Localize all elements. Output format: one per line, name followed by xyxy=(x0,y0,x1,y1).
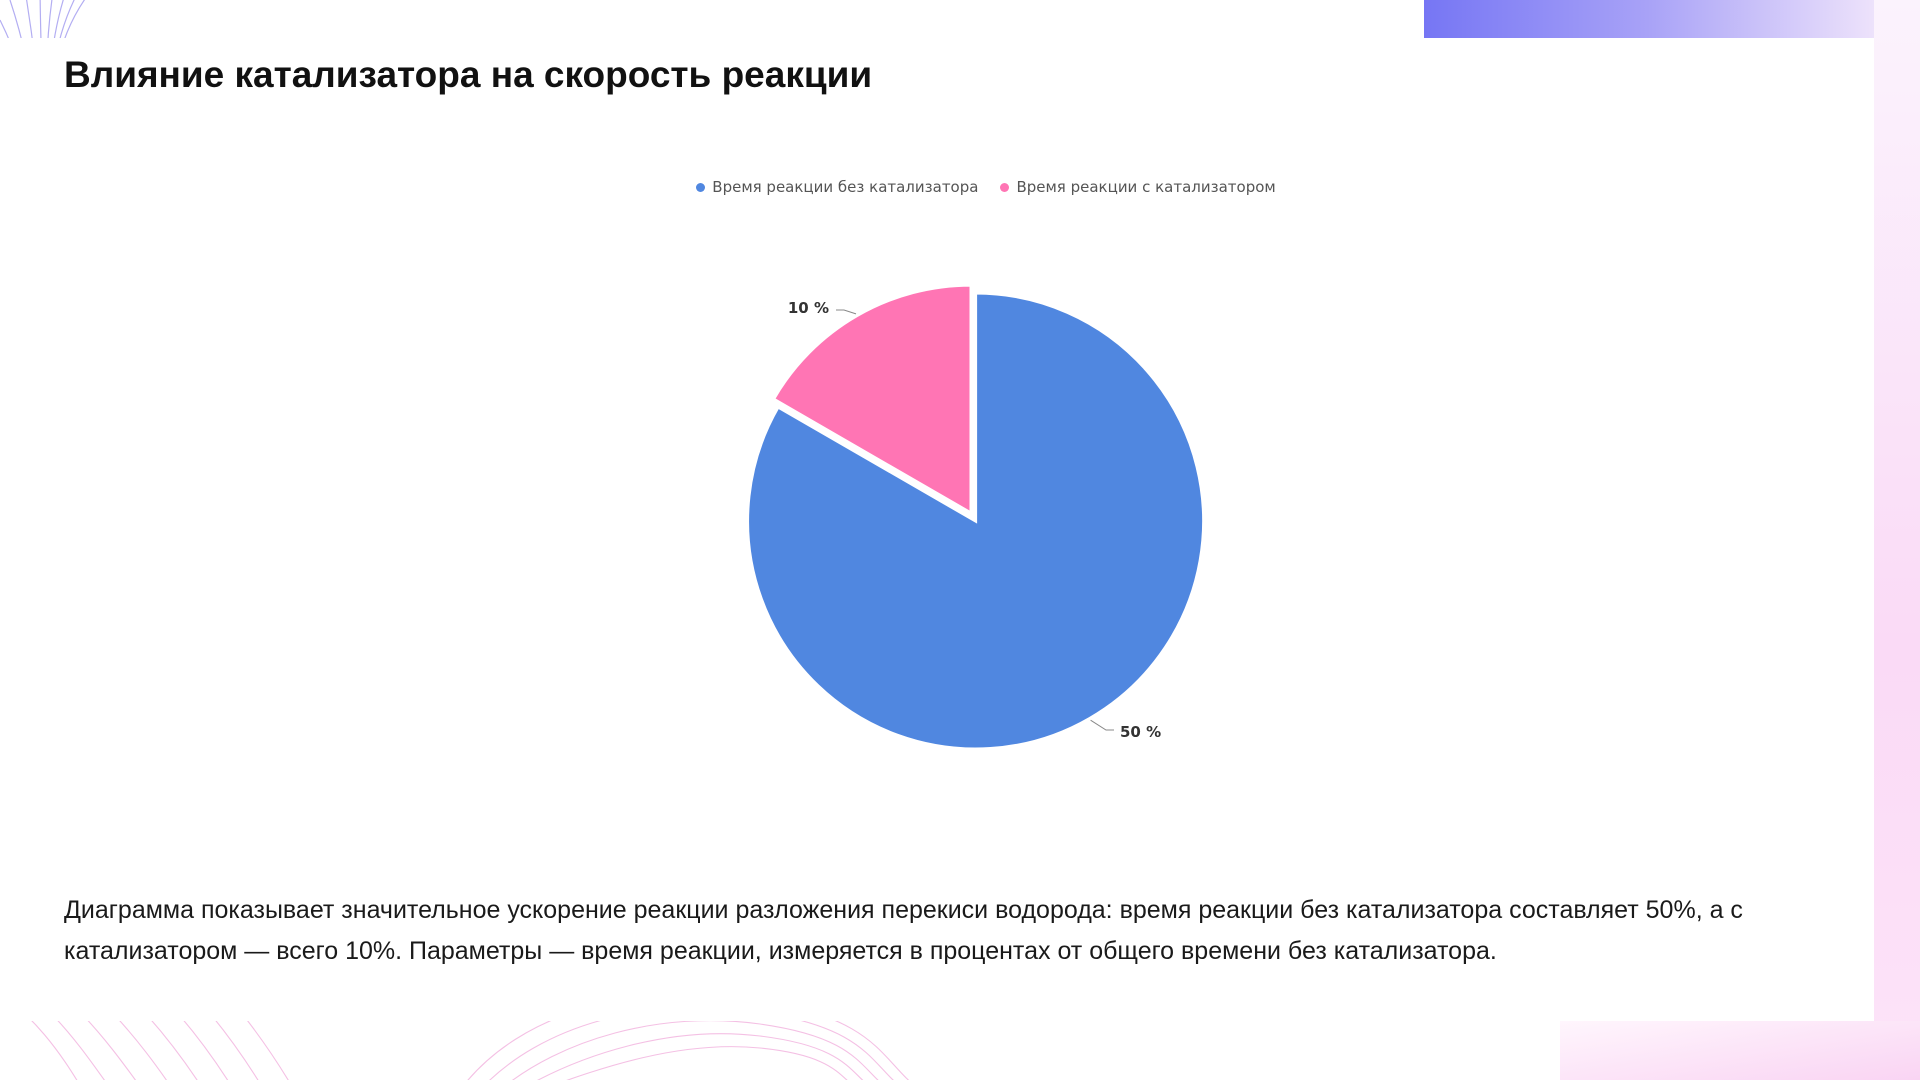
legend-item-without-catalyst[interactable]: Время реакции без катализатора xyxy=(696,178,978,196)
data-label-with-catalyst: 10 % xyxy=(788,299,829,317)
pie-slice-with-catalyst[interactable] xyxy=(771,283,973,516)
chart-legend: Время реакции без катализатора Время реа… xyxy=(0,178,1920,196)
leader-line-with-catalyst xyxy=(836,309,857,315)
data-label-without-catalyst: 50 % xyxy=(1120,723,1161,741)
legend-label-without-catalyst: Время реакции без катализатора xyxy=(712,178,979,196)
legend-item-with-catalyst[interactable]: Время реакции с катализатором xyxy=(1000,178,1276,196)
slide-title: Влияние катализатора на скорость реакции xyxy=(64,54,873,95)
legend-label-with-catalyst: Время реакции с катализатором xyxy=(1016,178,1276,196)
legend-swatch-with-catalyst xyxy=(1000,182,1010,192)
leader-line-without-catalyst xyxy=(1090,719,1114,731)
pie-slice-without-catalyst[interactable] xyxy=(746,291,1206,751)
legend-swatch-without-catalyst xyxy=(696,182,706,192)
chart-description: Диаграмма показывает значительное ускоре… xyxy=(64,896,1743,965)
